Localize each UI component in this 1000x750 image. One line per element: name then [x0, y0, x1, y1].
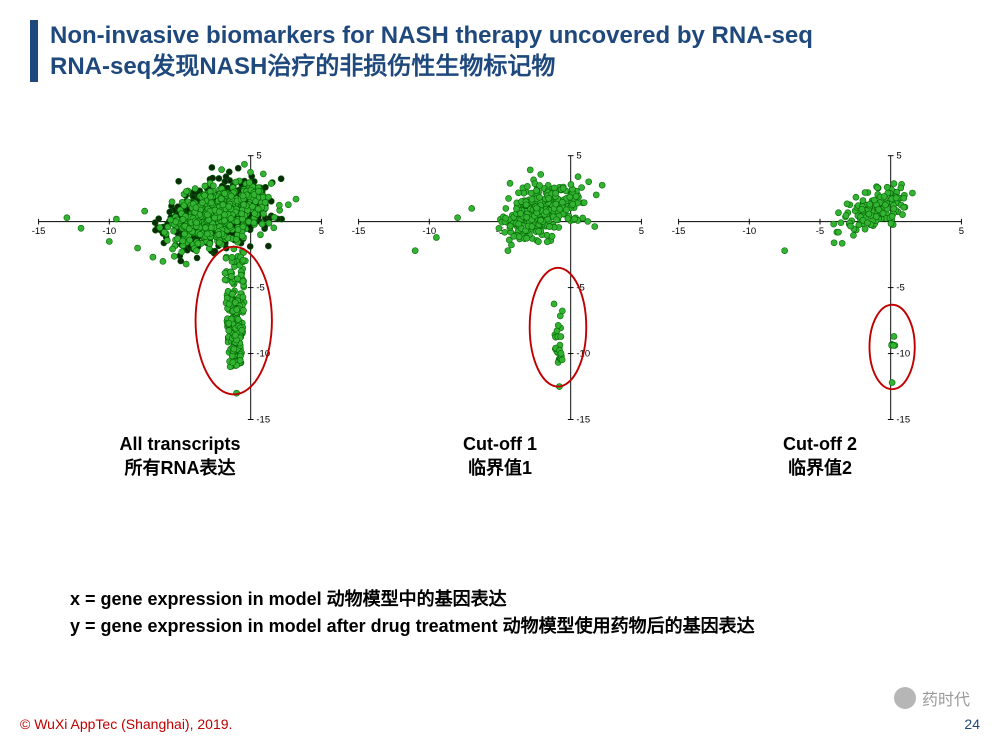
- svg-text:-5: -5: [896, 282, 904, 293]
- chart-label-0-en: All transcripts: [119, 433, 240, 456]
- chart-label-1: Cut-off 1 临界值1: [463, 433, 537, 480]
- axis-notes: x = gene expression in model 动物模型中的基因表达 …: [70, 586, 970, 640]
- svg-text:-5: -5: [256, 282, 264, 293]
- title-accent-bar: [30, 20, 38, 82]
- svg-text:-5: -5: [816, 226, 824, 237]
- watermark-icon: [894, 687, 916, 709]
- svg-text:-15: -15: [896, 414, 910, 425]
- chart-col-0: -15-10-55-15-10-55 All transcripts 所有RNA…: [20, 150, 340, 480]
- page-number: 24: [964, 716, 980, 732]
- svg-text:-15: -15: [672, 226, 686, 237]
- axis-note-x: x = gene expression in model 动物模型中的基因表达: [70, 586, 970, 613]
- chart-col-2: -15 -10 -5 5 -15 -10 -5 5 Cut-off 2 临界值2: [660, 150, 980, 480]
- chart-label-0-zh: 所有RNA表达: [119, 457, 240, 480]
- copyright-text: © WuXi AppTec (Shanghai), 2019.: [20, 716, 232, 732]
- svg-text:5: 5: [639, 226, 644, 237]
- chart-label-2-zh: 临界值2: [783, 457, 857, 480]
- svg-text:-15: -15: [352, 226, 366, 237]
- title-line-en: Non-invasive biomarkers for NASH therapy…: [50, 20, 813, 51]
- chart-label-2: Cut-off 2 临界值2: [783, 433, 857, 480]
- scatter-chart-all-transcripts: -15-10-55-15-10-55: [20, 150, 340, 425]
- svg-text:-10: -10: [742, 226, 756, 237]
- svg-text:-10: -10: [102, 226, 116, 237]
- watermark: 药时代: [894, 686, 970, 710]
- chart-label-1-zh: 临界值1: [463, 457, 537, 480]
- chart-label-2-en: Cut-off 2: [783, 433, 857, 456]
- svg-text:5: 5: [576, 151, 581, 162]
- chart-col-1: -15-10-55-15-10-55 Cut-off 1 临界值1: [340, 150, 660, 480]
- watermark-text: 药时代: [922, 686, 970, 710]
- axis-note-y: y = gene expression in model after drug …: [70, 613, 970, 640]
- svg-text:5: 5: [896, 151, 901, 162]
- svg-text:-10: -10: [896, 348, 910, 359]
- svg-text:-15: -15: [256, 414, 270, 425]
- svg-text:-15: -15: [576, 414, 590, 425]
- title-line-zh: RNA-seq发现NASH治疗的非损伤性生物标记物: [50, 51, 813, 82]
- chart-label-0: All transcripts 所有RNA表达: [119, 433, 240, 480]
- footer: © WuXi AppTec (Shanghai), 2019. 24: [20, 716, 980, 732]
- svg-text:-15: -15: [32, 226, 46, 237]
- slide-title-block: Non-invasive biomarkers for NASH therapy…: [30, 20, 970, 82]
- svg-text:5: 5: [959, 226, 964, 237]
- svg-text:5: 5: [256, 151, 261, 162]
- slide-title: Non-invasive biomarkers for NASH therapy…: [50, 20, 813, 82]
- scatter-chart-cutoff-2: -15 -10 -5 5 -15 -10 -5 5: [660, 150, 980, 425]
- charts-row: -15 -10 -5 5 -15 -10 -5 5 All transcripts 所有RNA…: [20, 150, 980, 480]
- chart-label-1-en: Cut-off 1: [463, 433, 537, 456]
- svg-text:5: 5: [319, 226, 324, 237]
- scatter-chart-cutoff-1: -15-10-55-15-10-55: [340, 150, 660, 425]
